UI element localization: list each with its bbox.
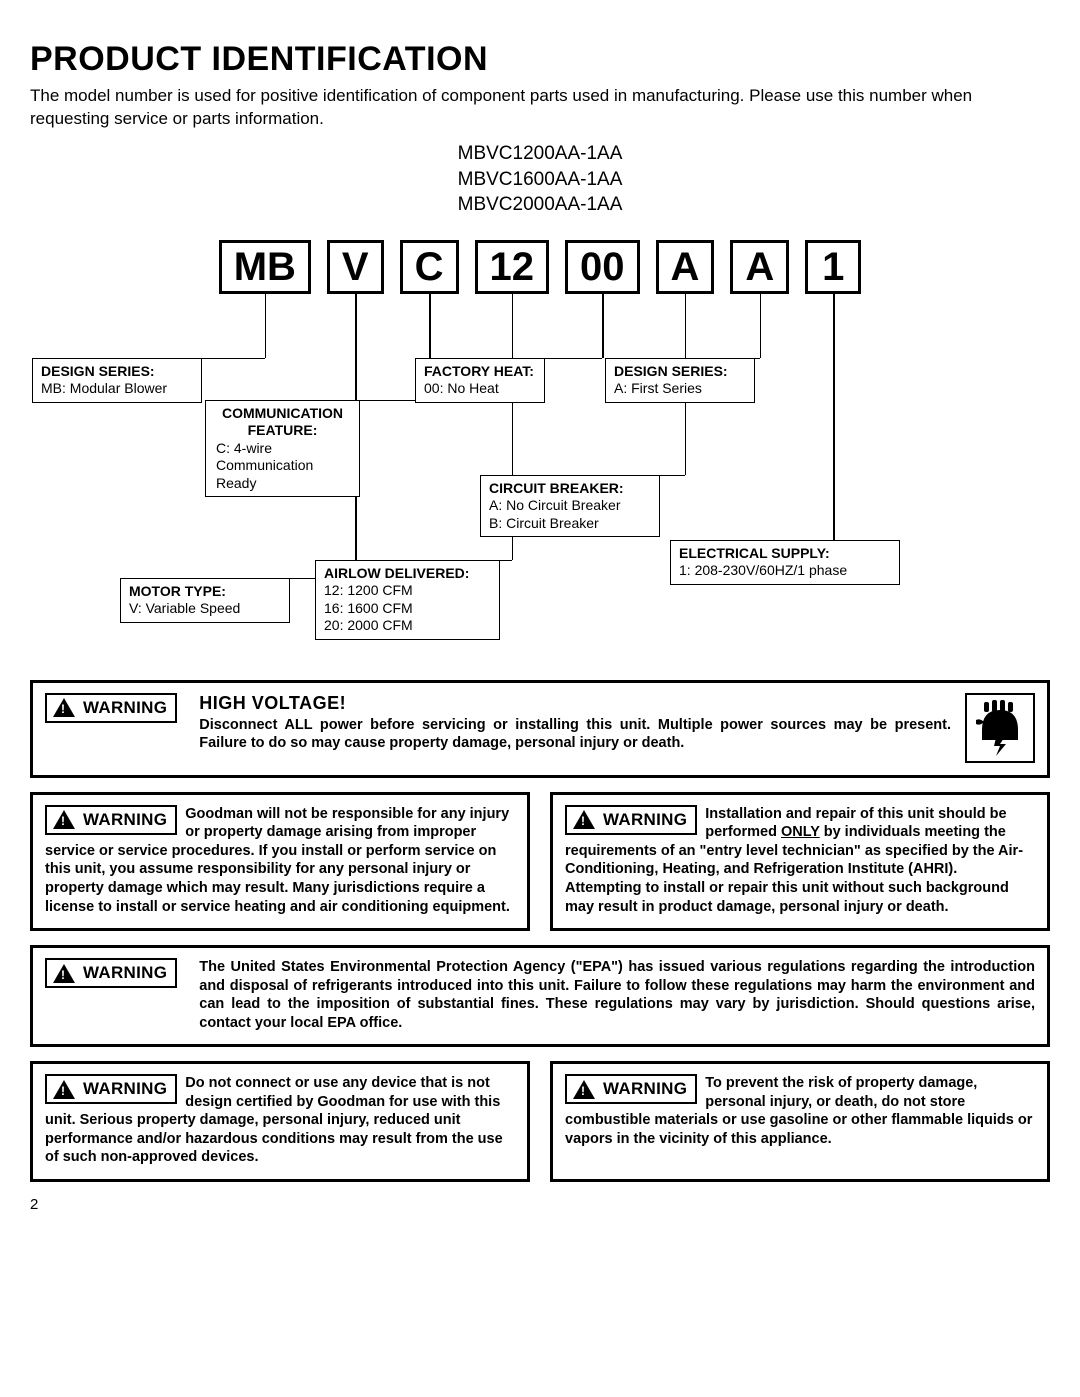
- warning-triangle-icon: [573, 810, 595, 829]
- warning-label: WARNING: [83, 810, 167, 830]
- warning-badge: WARNING: [565, 805, 697, 835]
- electric-shock-icon: [965, 693, 1035, 763]
- code-box-a2: A: [730, 240, 789, 294]
- model-list: MBVC1200AA-1AA MBVC1600AA-1AA MBVC2000AA…: [30, 141, 1050, 218]
- warning-epa: WARNING The United States Environmental …: [30, 945, 1050, 1047]
- desc-electrical: ELECTRICAL SUPPLY: 1: 208-230V/60HZ/1 ph…: [670, 540, 900, 585]
- desc-design-mb: DESIGN SERIES: MB: Modular Blower: [32, 358, 202, 403]
- warning-badge: WARNING: [45, 958, 177, 988]
- model-2: MBVC1600AA-1AA: [30, 167, 1050, 193]
- warning-triangle-icon: [573, 1080, 595, 1099]
- warning-badge: WARNING: [45, 693, 177, 723]
- warning-triangle-icon: [53, 964, 75, 983]
- hv-heading: HIGH VOLTAGE!: [199, 693, 951, 714]
- desc-factory-heat: FACTORY HEAT: 00: No Heat: [415, 358, 545, 403]
- warning-label: WARNING: [603, 1079, 687, 1099]
- desc-airflow: AIRLOW DELIVERED: 12: 1200 CFM 16: 1600 …: [315, 560, 500, 640]
- warning-label: WARNING: [83, 963, 167, 983]
- warning-high-voltage: WARNING HIGH VOLTAGE! Disconnect ALL pow…: [30, 680, 1050, 778]
- model-decoder-diagram: MB V C 12 00 A A 1 DESIGN SERIES: MB: Mo…: [30, 240, 1050, 660]
- warning-device: WARNING Do not connect or use any device…: [30, 1061, 530, 1182]
- code-box-c: C: [400, 240, 459, 294]
- warning-epa-text: The United States Environmental Protecti…: [199, 958, 1035, 1032]
- model-1: MBVC1200AA-1AA: [30, 141, 1050, 167]
- hv-text: Disconnect ALL power before servicing or…: [199, 716, 951, 752]
- code-box-v: V: [327, 240, 384, 294]
- page-number: 2: [30, 1196, 1050, 1213]
- warning-combustible: WARNING To prevent the risk of property …: [550, 1061, 1050, 1182]
- code-row: MB V C 12 00 A A 1: [30, 240, 1050, 294]
- code-box-1: 1: [805, 240, 861, 294]
- model-3: MBVC2000AA-1AA: [30, 192, 1050, 218]
- desc-motor: MOTOR TYPE: V: Variable Speed: [120, 578, 290, 623]
- code-box-12: 12: [475, 240, 550, 294]
- warning-badge: WARNING: [565, 1074, 697, 1104]
- desc-design-a: DESIGN SERIES: A: First Series: [605, 358, 755, 403]
- warning-responsibility: WARNING Goodman will not be responsible …: [30, 792, 530, 931]
- warning-triangle-icon: [53, 698, 75, 717]
- desc-circuit-breaker: CIRCUIT BREAKER: A: No Circuit Breaker B…: [480, 475, 660, 538]
- warning-label: WARNING: [83, 1079, 167, 1099]
- code-box-mb: MB: [219, 240, 311, 294]
- code-box-00: 00: [565, 240, 640, 294]
- intro-text: The model number is used for positive id…: [30, 85, 1050, 131]
- warning-label: WARNING: [603, 810, 687, 830]
- warning-triangle-icon: [53, 1080, 75, 1099]
- warning-badge: WARNING: [45, 805, 177, 835]
- desc-communication: COMMUNICATION FEATURE: C: 4-wire Communi…: [205, 400, 360, 498]
- warning-label: WARNING: [83, 698, 167, 718]
- page-title: PRODUCT IDENTIFICATION: [30, 40, 1050, 79]
- warning-badge: WARNING: [45, 1074, 177, 1104]
- code-box-a1: A: [656, 240, 715, 294]
- warning-installation: WARNING Installation and repair of this …: [550, 792, 1050, 931]
- warning-triangle-icon: [53, 810, 75, 829]
